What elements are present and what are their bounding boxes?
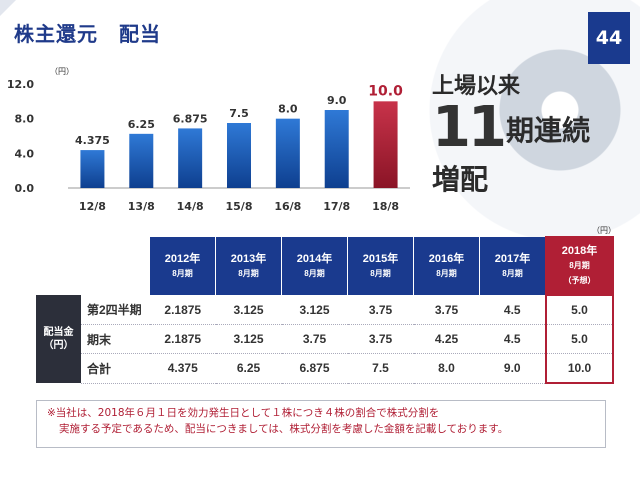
table-cell: 3.75 xyxy=(347,324,414,354)
table-cell: 9.0 xyxy=(479,353,546,384)
col-2017: 2017年 8月期 xyxy=(479,237,547,295)
headline: 上場以来 11期連続 増配 xyxy=(432,68,622,198)
col-2016: 2016年 8月期 xyxy=(413,237,480,295)
page-title: 株主還元 配当 xyxy=(14,22,161,46)
y-tick-label: 0.0 xyxy=(15,182,35,195)
col-2014: 2014年 8月期 xyxy=(281,237,348,295)
bar-value-label: 6.875 xyxy=(173,112,208,125)
row-group-label: 配当金 （円） xyxy=(36,295,81,383)
headline-line2: 期連続 xyxy=(505,114,590,147)
table-row: 合計 4.375 6.25 6.875 7.5 8.0 9.0 10.0 xyxy=(36,353,614,384)
table-unit: （円） xyxy=(592,226,616,235)
bar xyxy=(178,128,203,188)
bar-value-label: 10.0 xyxy=(368,83,403,99)
table-cell: 3.75 xyxy=(347,295,414,325)
row-label-total: 合計 xyxy=(81,353,150,384)
x-tick-label: 18/8 xyxy=(372,200,399,213)
table-cell-forecast: 10.0 xyxy=(545,353,614,384)
x-tick-label: 16/8 xyxy=(274,200,301,213)
bar xyxy=(324,110,349,188)
table-cell: 3.125 xyxy=(281,295,348,325)
table-cell: 6.25 xyxy=(215,353,282,384)
bar-value-label: 6.25 xyxy=(128,118,155,131)
y-axis-unit: （円） xyxy=(50,67,74,76)
table-cell: 4.5 xyxy=(479,295,546,325)
table-cell: 2.1875 xyxy=(150,324,216,354)
bar xyxy=(80,150,105,188)
headline-line3: 増配 xyxy=(432,163,489,196)
y-tick-label: 4.0 xyxy=(15,147,35,160)
bar-value-label: 4.375 xyxy=(75,134,110,147)
table-cell: 7.5 xyxy=(347,353,414,384)
table-row: 期末 2.1875 3.125 3.75 3.75 4.25 4.5 5.0 xyxy=(36,324,614,354)
bar-value-label: 7.5 xyxy=(229,107,249,120)
y-tick-label: 12.0 xyxy=(7,78,34,91)
col-2015: 2015年 8月期 xyxy=(347,237,414,295)
corner-decoration xyxy=(0,0,16,16)
table-cell: 4.375 xyxy=(150,353,216,384)
bar xyxy=(373,101,398,188)
col-2018-forecast: 2018年 8月期 （予想） xyxy=(545,236,614,296)
table-cell: 3.125 xyxy=(215,295,282,325)
bar xyxy=(129,133,154,188)
x-tick-label: 14/8 xyxy=(177,200,204,213)
headline-number: 11 xyxy=(432,95,507,160)
bar-value-label: 9.0 xyxy=(327,94,347,107)
x-tick-label: 17/8 xyxy=(323,200,350,213)
x-tick-label: 13/8 xyxy=(128,200,155,213)
page-number-badge: 44 xyxy=(588,12,630,64)
footnote: ※当社は、2018年６月１日を効力発生日として１株につき４株の割合で株式分割を … xyxy=(36,400,606,448)
table-cell: 8.0 xyxy=(413,353,480,384)
y-tick-label: 8.0 xyxy=(15,113,35,126)
table-cell: 4.5 xyxy=(479,324,546,354)
footnote-line1: ※当社は、2018年６月１日を効力発生日として１株につき４株の割合で株式分割を xyxy=(47,407,440,419)
table-cell: 3.75 xyxy=(281,324,348,354)
table-row: 配当金 （円） 第2四半期 2.1875 3.125 3.125 3.75 3.… xyxy=(36,295,614,383)
col-2012: 2012年 8月期 xyxy=(150,237,216,295)
headline-line1: 上場以来 xyxy=(432,74,521,99)
table-cell: 3.75 xyxy=(413,295,480,325)
x-tick-label: 12/8 xyxy=(79,200,106,213)
dividend-bar-chart: （円） 0.0 4.0 8.0 12.0 4.375 12/8 6.25 13/8 6.875 14… xyxy=(7,67,410,213)
row-label-q2: 第2四半期 xyxy=(81,295,150,325)
col-2013: 2013年 8月期 xyxy=(215,237,282,295)
table-cell-forecast: 5.0 xyxy=(545,324,614,354)
bar xyxy=(275,118,300,188)
table-cell: 6.875 xyxy=(281,353,348,384)
table-cell: 3.125 xyxy=(215,324,282,354)
x-tick-label: 15/8 xyxy=(226,200,253,213)
table-cell: 4.25 xyxy=(413,324,480,354)
row-label-yearend: 期末 xyxy=(81,324,150,354)
dividend-table: 2012年 8月期 2013年 8月期 2014年 8月期 2015年 8月期 2016… xyxy=(36,236,614,384)
table-cell: 2.1875 xyxy=(150,295,216,325)
footnote-line2: 実施する予定であるため、配当につきましては、株式分割を考慮した金額を記載しており… xyxy=(59,423,509,435)
bar-value-label: 8.0 xyxy=(278,103,298,116)
bar xyxy=(227,123,251,188)
table-cell-forecast: 5.0 xyxy=(545,295,614,325)
table-header-row: 2012年 8月期 2013年 8月期 2014年 8月期 2015年 8月期 2016… xyxy=(36,236,614,296)
